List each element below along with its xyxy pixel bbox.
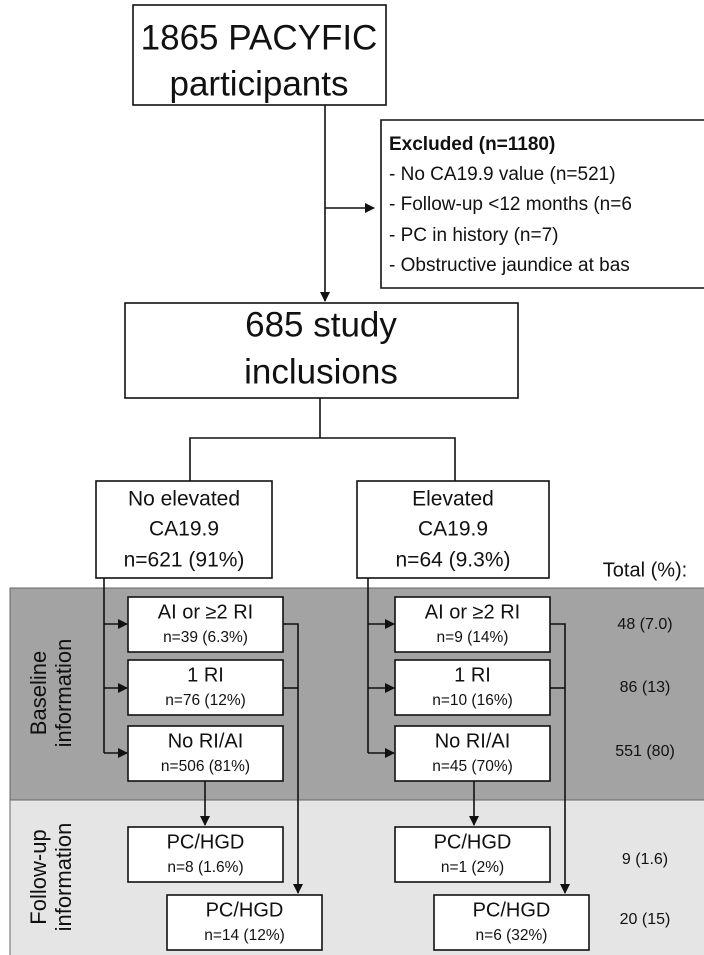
excluded-item: - PC in history (n=7)	[389, 225, 558, 246]
small-boxes: AI or ≥2 RI n=39 (6.3%) 1 RI n=76 (12%) No R…	[127, 596, 590, 951]
node-label: 1 RI	[454, 664, 491, 686]
section-label: Follow-up information	[26, 823, 76, 932]
node-count: n=506 (81%)	[161, 758, 250, 775]
node-count: n=9 (14%)	[437, 629, 509, 646]
node-label: PC/HGD	[206, 899, 284, 921]
group-box	[95, 480, 273, 579]
node-count: n=14 (12%)	[204, 927, 285, 944]
node-label: AI or ≥2 RI	[425, 601, 520, 623]
excluded-box	[380, 119, 704, 289]
group-text: CA19.9	[149, 518, 219, 541]
node-count: n=8 (1.6%)	[167, 859, 243, 876]
node-count: n=10 (16%)	[432, 692, 513, 709]
inclusions-text: inclusions	[244, 352, 398, 391]
inclusions-box	[124, 302, 519, 399]
excluded-item: - No CA19.9 value (n=521)	[389, 164, 616, 185]
total-value: 551 (80)	[615, 743, 675, 760]
start-text: participants	[170, 64, 349, 103]
node-label: 1 RI	[187, 664, 224, 686]
inclusions-text: 685 study	[245, 305, 397, 344]
group-box	[356, 480, 550, 579]
section-label-line: Baseline	[26, 651, 51, 735]
group-text: Elevated	[412, 488, 494, 511]
baseline-band	[9, 587, 704, 801]
total-value: 20 (15)	[620, 911, 671, 928]
node-count: n=6 (32%)	[476, 927, 548, 944]
section-label-line: Follow-up	[26, 829, 51, 924]
total-value: 9 (1.6)	[622, 851, 668, 868]
node-count: n=45 (70%)	[432, 758, 513, 775]
node-label: PC/HGD	[434, 831, 512, 853]
start-text: 1865 PACYFIC	[141, 18, 378, 57]
node-box	[394, 826, 551, 883]
group-text: CA19.9	[418, 518, 488, 541]
start-box	[132, 4, 387, 106]
section-label: Baseline information	[26, 639, 76, 748]
group-text: No elevated	[128, 488, 240, 511]
node-count: n=1 (2%)	[441, 859, 504, 876]
node-label: AI or ≥2 RI	[158, 601, 253, 623]
section-label-line: information	[51, 639, 76, 748]
node-label: PC/HGD	[167, 831, 245, 853]
follow-up-band	[9, 799, 704, 955]
node-box	[127, 725, 284, 782]
section-label-line: information	[51, 823, 76, 932]
group-text: n=621 (91%)	[124, 549, 245, 572]
excluded-item: - Obstructive jaundice at bas	[389, 255, 630, 276]
excluded-title: Excluded (n=1180)	[389, 134, 555, 155]
node-box	[127, 826, 284, 883]
node-label: No RI/AI	[168, 730, 244, 752]
node-box	[166, 894, 323, 951]
node-count: n=76 (12%)	[165, 692, 246, 709]
node-box	[394, 596, 551, 653]
total-value: 86 (13)	[620, 679, 671, 696]
totals-header: Total (%):	[603, 559, 687, 581]
node-box	[433, 894, 590, 951]
node-box	[127, 659, 284, 716]
total-value: 48 (7.0)	[617, 616, 672, 633]
node-count: n=39 (6.3%)	[163, 629, 248, 646]
connectors	[103, 105, 570, 894]
node-box	[127, 596, 284, 653]
node-box	[394, 725, 551, 782]
group-text: n=64 (9.3%)	[396, 549, 511, 572]
node-box	[394, 659, 551, 716]
node-label: No RI/AI	[435, 730, 511, 752]
excluded-item: - Follow-up <12 months (n=6	[389, 194, 632, 215]
node-label: PC/HGD	[473, 899, 551, 921]
